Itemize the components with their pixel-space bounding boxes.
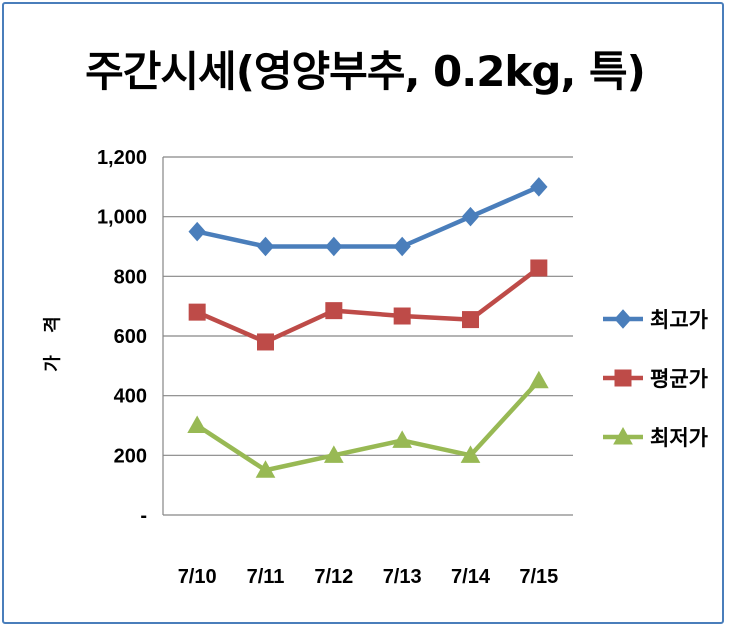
y-tick-label: 1,200	[97, 147, 147, 169]
legend-label: 최고가	[650, 308, 709, 332]
legend-item: 평균가	[603, 367, 709, 391]
data-point	[323, 445, 344, 463]
series-3	[187, 370, 549, 478]
legend-item: 최저가	[603, 426, 709, 450]
y-tick-labels: - 200 400 600 800 1,000 1,200	[97, 147, 147, 527]
legend-label: 평균가	[650, 367, 709, 391]
data-point	[256, 236, 275, 257]
data-point	[530, 177, 548, 197]
data-point	[187, 415, 208, 433]
series-group	[187, 177, 549, 478]
x-tick-label: 7/10	[178, 566, 217, 588]
x-tick-label: 7/13	[383, 566, 422, 588]
data-point	[393, 236, 411, 257]
legend-label: 최저가	[650, 426, 709, 450]
legend-marker	[613, 426, 633, 445]
data-point	[460, 445, 481, 463]
series-line	[196, 184, 540, 249]
legend-marker	[614, 309, 632, 329]
x-tick-labels: 7/10 7/11 7/12 7/13 7/14 7/15	[178, 566, 559, 588]
x-tick-label: 7/12	[314, 566, 353, 588]
data-point	[188, 303, 206, 321]
legend-item: 최고가	[603, 308, 709, 332]
data-point	[461, 206, 480, 227]
data-point	[325, 236, 343, 257]
data-point	[528, 370, 549, 389]
y-tick-label: 600	[114, 326, 147, 348]
y-tick-label: 800	[114, 266, 147, 288]
x-tick-label: 7/15	[519, 566, 558, 588]
series-line	[195, 379, 541, 473]
data-point	[255, 460, 276, 478]
data-point	[462, 311, 479, 329]
y-tick-label: 400	[114, 386, 147, 408]
series-line	[196, 266, 541, 345]
data-point	[257, 333, 274, 351]
chart-title: 주간시세(영양부추, 0.2kg, 특)	[85, 47, 646, 96]
y-tick-label: -	[140, 505, 147, 527]
data-point	[325, 302, 343, 320]
data-point	[530, 259, 548, 277]
series-1	[188, 177, 548, 257]
data-point	[392, 430, 413, 448]
y-tick-label: 1,000	[97, 207, 147, 229]
x-tick-label: 7/14	[451, 566, 491, 588]
axes	[162, 157, 573, 516]
series-2	[188, 259, 548, 351]
data-point	[393, 307, 411, 325]
x-tick-label: 7/11	[247, 566, 285, 588]
y-tick-label: 200	[114, 445, 147, 467]
legend-marker	[614, 369, 632, 387]
grid-lines	[163, 156, 573, 456]
data-point	[188, 221, 206, 242]
